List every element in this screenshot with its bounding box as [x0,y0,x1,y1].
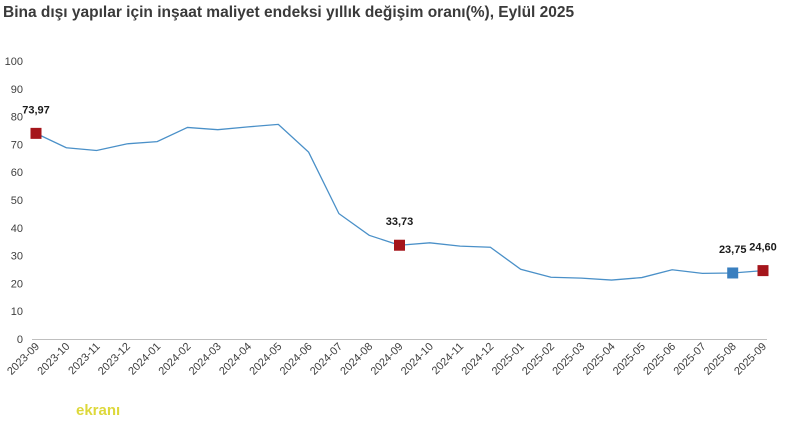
x-tick-label: 2024-08 [338,341,375,378]
y-tick-label: 70 [11,139,23,151]
x-tick-label: 2025-07 [672,341,709,378]
y-tick-label: 50 [11,195,23,207]
y-tick-label: 90 [11,84,23,96]
x-tick-label: 2023-12 [96,341,133,378]
x-tick-label: 2024-12 [459,341,496,378]
x-tick-label: 2024-07 [308,341,345,378]
y-tick-label: 10 [11,306,23,318]
data-point-marker [30,127,42,139]
data-labels: 73,97 33,73 23,75 24,60 [22,104,777,256]
highlight-markers [30,127,769,279]
series-line [35,123,764,281]
data-label: 73,97 [22,104,50,116]
data-point-marker [757,265,769,277]
x-tick-label: 2024-02 [157,341,194,378]
x-tick-label: 2024-05 [247,341,284,378]
y-tick-label: 40 [11,223,23,235]
data-label: 23,75 [719,244,747,256]
x-tick-label: 2025-09 [732,341,769,378]
x-tick-label: 2025-04 [581,341,618,378]
x-tick-label: 2024-04 [217,341,254,378]
x-tick-label: 2025-02 [520,341,557,378]
chart-title: Bina dışı yapılar için inşaat maliyet en… [3,4,575,21]
x-tick-label: 2025-01 [490,341,527,378]
x-axis: 2023-092023-102023-112023-122024-012024-… [5,341,769,378]
x-tick-label: 2024-01 [126,341,163,378]
x-tick-label: 2025-05 [611,341,648,378]
data-point-marker [727,267,739,279]
y-tick-label: 20 [11,278,23,290]
x-tick-label: 2024-10 [399,341,436,378]
x-tick-label: 2025-08 [702,341,739,378]
data-label: 24,60 [749,242,777,254]
y-tick-label: 80 [11,112,23,124]
x-tick-label: 2025-06 [641,341,678,378]
data-point-marker [394,239,405,251]
y-tick-label: 100 [5,56,23,68]
y-axis: 0 10 20 30 40 50 60 70 80 90 100 [5,56,23,346]
x-tick-label: 2024-09 [369,341,406,378]
x-tick-label: 2025-03 [550,341,587,378]
watermark: ekranı [76,402,121,419]
x-tick-label: 2023-09 [5,341,42,378]
y-tick-label: 30 [11,251,23,263]
y-tick-label: 60 [11,167,23,179]
x-tick-label: 2024-06 [278,341,315,378]
x-tick-label: 2023-10 [35,341,72,378]
x-tick-label: 2024-03 [187,341,224,378]
data-label: 33,73 [386,216,414,228]
y-tick-label: 0 [17,334,23,346]
